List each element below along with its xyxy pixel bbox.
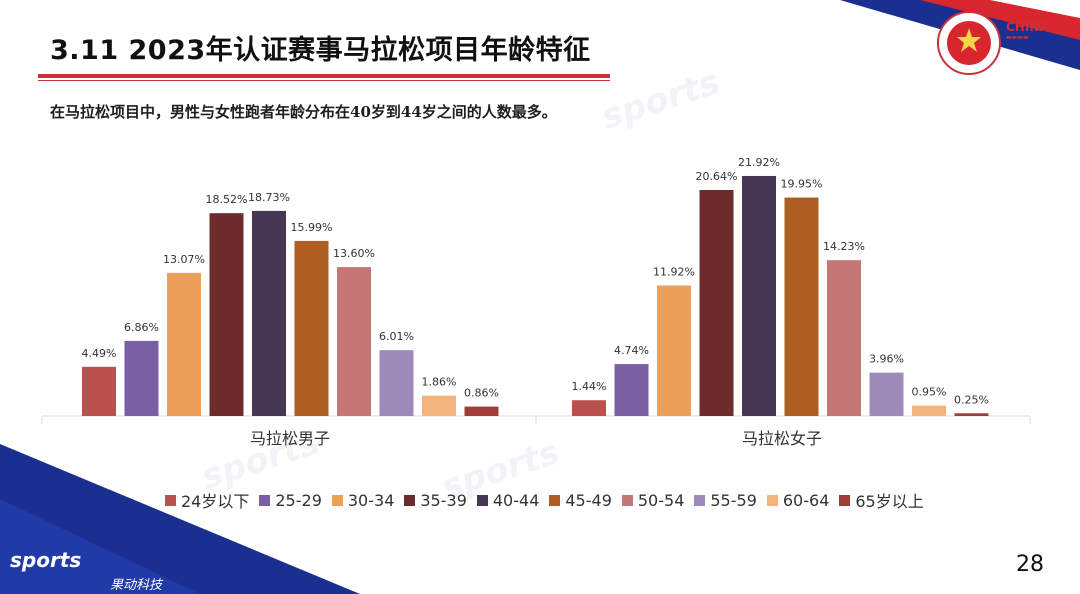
china-marathon-logo: CHINA ▬▬▬▬ bbox=[1006, 20, 1049, 41]
data-label: 19.95% bbox=[781, 178, 823, 191]
legend-label: 50-54 bbox=[637, 490, 685, 510]
bar bbox=[464, 406, 499, 416]
bar bbox=[294, 240, 329, 416]
legend-label: 30-34 bbox=[347, 490, 395, 510]
legend-label: 45-49 bbox=[565, 490, 612, 510]
china-logo-mark: ▬▬▬▬ bbox=[1006, 34, 1029, 41]
data-label: 21.92% bbox=[738, 156, 780, 169]
bar bbox=[337, 267, 371, 416]
legend-swatch bbox=[259, 494, 271, 506]
legend-label: 55-59 bbox=[710, 490, 757, 510]
legend-item: 25-29 bbox=[259, 488, 322, 512]
legend-item: 24岁以下 bbox=[165, 488, 249, 512]
legend-swatch bbox=[476, 494, 488, 506]
legend-label: 40-44 bbox=[492, 490, 540, 510]
bar bbox=[614, 364, 649, 416]
legend-swatch bbox=[404, 494, 416, 506]
watermark: sports bbox=[596, 62, 725, 138]
page-subtitle: 在马拉松项目中，男性与女性跑者年龄分布在40岁到44岁之间的人数最多。 bbox=[50, 103, 557, 121]
corner-decoration-top-right bbox=[840, 0, 1080, 70]
legend-item: 50-54 bbox=[621, 488, 685, 512]
legend-label: 60-64 bbox=[782, 490, 830, 510]
data-label: 0.86% bbox=[464, 387, 499, 400]
sports-logo-subtext: 果动科技 bbox=[110, 578, 163, 593]
data-label: 4.49% bbox=[82, 347, 117, 360]
data-label: 6.86% bbox=[124, 321, 159, 334]
data-label: 15.99% bbox=[291, 221, 333, 234]
data-label: 14.23% bbox=[823, 240, 865, 253]
bar bbox=[742, 175, 776, 416]
bar bbox=[699, 189, 734, 416]
bar bbox=[784, 197, 819, 416]
bar bbox=[209, 213, 244, 416]
bar bbox=[379, 350, 414, 416]
legend-swatch bbox=[694, 494, 706, 506]
legend-item: 65岁以上 bbox=[839, 488, 924, 512]
data-label: 1.44% bbox=[572, 380, 607, 393]
bar bbox=[912, 405, 946, 416]
data-label: 0.95% bbox=[912, 386, 947, 399]
legend-swatch bbox=[331, 494, 343, 506]
legend-swatch bbox=[165, 494, 176, 506]
bar bbox=[954, 413, 989, 416]
data-label: 13.07% bbox=[163, 253, 205, 266]
chart-legend: 24岁以下 25-29 30-34 35-39 40-44 45-49 50-54 55-59… bbox=[165, 488, 924, 512]
data-label: 3.96% bbox=[869, 353, 904, 366]
legend-swatch bbox=[549, 494, 561, 506]
data-label: 18.52% bbox=[206, 193, 248, 206]
sports-logo: sports bbox=[10, 548, 82, 572]
china-logo-text: CHINA bbox=[1006, 20, 1049, 34]
title-rule-thin bbox=[38, 80, 610, 81]
legend-item: 55-59 bbox=[694, 488, 757, 512]
data-label: 20.64% bbox=[696, 170, 738, 183]
group-label: 马拉松男子 bbox=[250, 429, 330, 448]
bar bbox=[252, 210, 286, 416]
data-label: 4.74% bbox=[614, 344, 649, 357]
legend-label: 24岁以下 bbox=[181, 492, 250, 511]
bar bbox=[167, 272, 201, 416]
bar bbox=[572, 400, 606, 416]
legend-item: 30-34 bbox=[331, 488, 395, 512]
legend-swatch bbox=[621, 494, 633, 506]
data-label: 6.01% bbox=[379, 330, 414, 343]
data-label: 13.60% bbox=[333, 247, 375, 260]
legend-item: 40-44 bbox=[476, 488, 540, 512]
athletics-association-seal-icon bbox=[937, 11, 1001, 75]
bar bbox=[422, 395, 456, 416]
title-rule bbox=[38, 74, 610, 78]
age-distribution-chart: 4.49% 6.86% 13.07% 18.52% 18.73% 15.99%13.60%… bbox=[41, 156, 1031, 448]
bar bbox=[869, 372, 904, 416]
data-label: 11.92% bbox=[653, 265, 695, 278]
bar bbox=[82, 366, 116, 416]
legend-item: 35-39 bbox=[404, 488, 467, 512]
data-label: 0.25% bbox=[954, 393, 989, 406]
page-number: 28 bbox=[1016, 552, 1044, 577]
legend-item: 60-64 bbox=[766, 488, 830, 512]
data-label: 18.73% bbox=[248, 191, 290, 204]
legend-swatch bbox=[839, 494, 851, 506]
legend-label: 35-39 bbox=[420, 490, 467, 510]
bar bbox=[657, 285, 691, 416]
legend-label: 65岁以上 bbox=[855, 492, 924, 511]
legend-swatch bbox=[766, 494, 778, 506]
corner-decoration-bottom-left bbox=[0, 444, 360, 594]
bar bbox=[124, 340, 159, 416]
group-label: 马拉松女子 bbox=[742, 429, 822, 448]
bar bbox=[827, 260, 861, 416]
page-title: 3.11 2023年认证赛事马拉松项目年龄特征 bbox=[50, 35, 591, 66]
legend-label: 25-29 bbox=[275, 490, 322, 510]
legend-item: 45-49 bbox=[549, 488, 612, 512]
data-label: 1.86% bbox=[422, 376, 457, 389]
